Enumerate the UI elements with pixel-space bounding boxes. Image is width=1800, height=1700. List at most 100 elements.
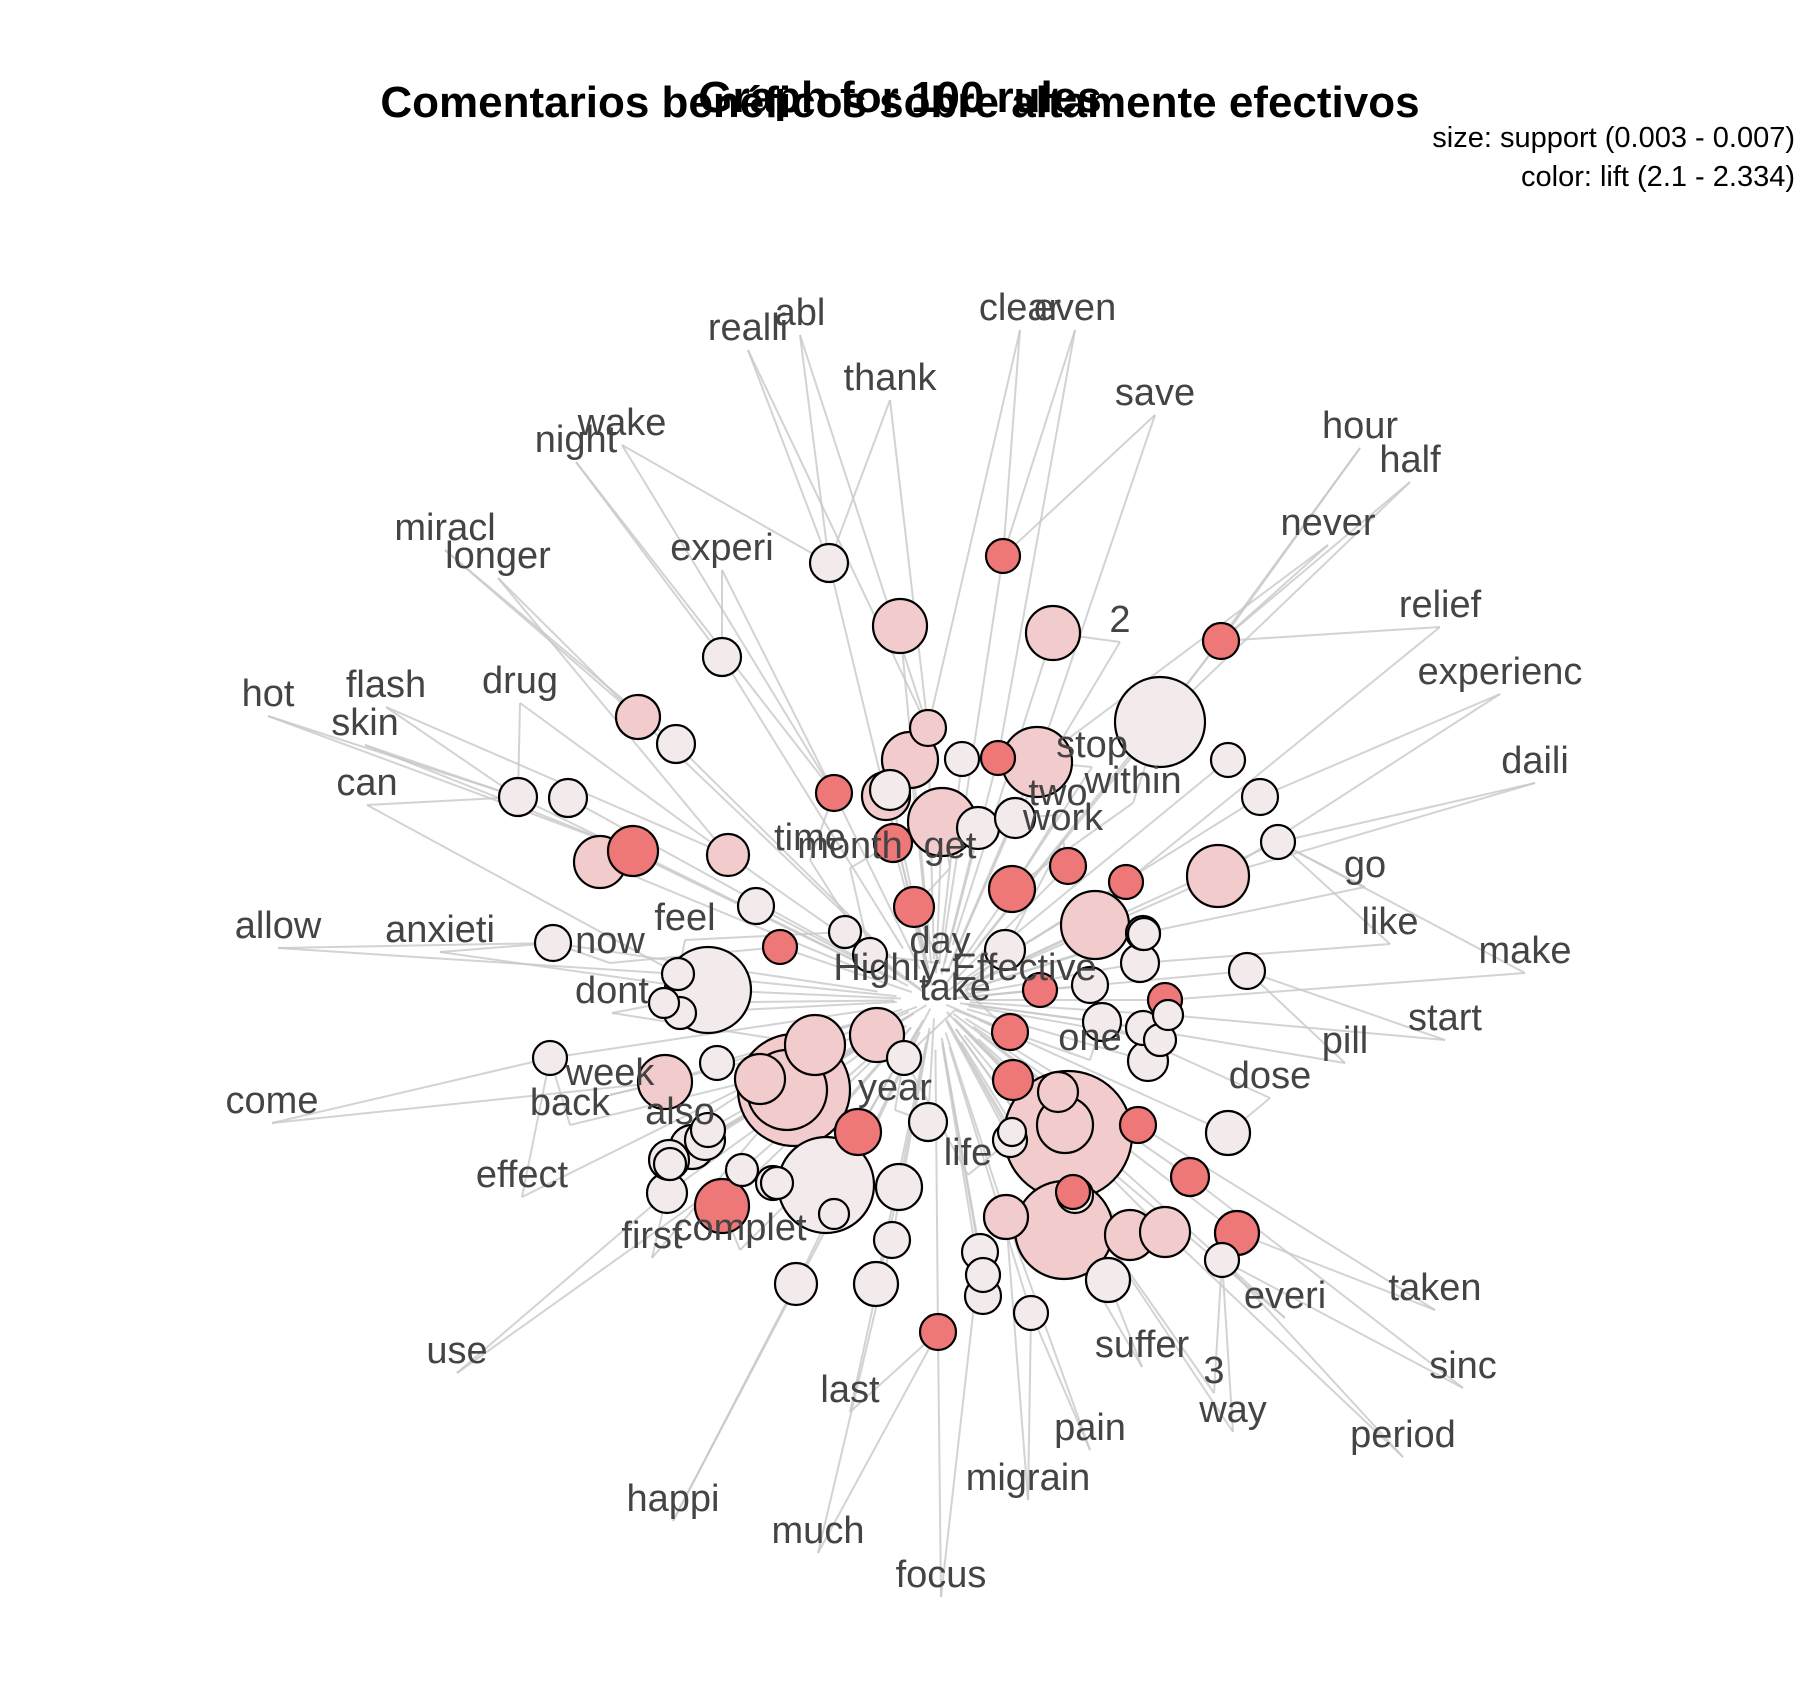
rule-edge: [951, 632, 1054, 946]
item-label-pain: pain: [1054, 1407, 1126, 1449]
item-label-sinc: sinc: [1429, 1345, 1497, 1387]
rule-node: [698, 1044, 736, 1082]
rule-node: [606, 824, 660, 878]
item-label-longer: longer: [445, 535, 551, 577]
rule-node: [759, 1165, 795, 1201]
item-label-dont: dont: [575, 970, 649, 1012]
item-edge: [672, 1213, 835, 1522]
rule-node: [701, 636, 743, 678]
item-edge: [1011, 802, 1134, 890]
item-label-time: time: [774, 817, 846, 859]
rule-node: [871, 597, 929, 655]
rule-edge: [779, 946, 913, 993]
item-label-make: make: [1479, 930, 1572, 972]
rule-node: [1036, 1070, 1080, 1114]
item-edge: [497, 577, 729, 856]
item-edge: [521, 1057, 551, 1198]
rule-node: [660, 956, 696, 992]
item-edge: [1036, 544, 1329, 763]
rule-node: [817, 1197, 851, 1231]
rule-node: [1054, 1173, 1092, 1211]
item-label-stop: stop: [1056, 724, 1128, 766]
item-label-much: much: [772, 1510, 865, 1552]
rule-node: [705, 832, 751, 878]
item-label-clear: clear: [979, 287, 1062, 329]
item-label-use: use: [426, 1330, 487, 1372]
item-edge: [277, 947, 679, 975]
item-edge: [799, 334, 929, 729]
item-label-even: even: [1034, 287, 1116, 329]
rule-node: [885, 1039, 923, 1077]
item-edge: [1221, 1259, 1464, 1389]
rule-edge: [954, 865, 1069, 981]
rule-node: [979, 739, 1017, 777]
item-label-also: also: [645, 1091, 715, 1133]
rule-node: [982, 1193, 1030, 1241]
rule-node: [1081, 1001, 1123, 1043]
item-label-back: back: [530, 1082, 611, 1124]
rule-node: [874, 1162, 924, 1212]
item-label-life: life: [944, 1132, 993, 1174]
item-label-start: start: [1408, 997, 1482, 1039]
rule-node: [868, 768, 912, 812]
rule-edge: [966, 1008, 1149, 1062]
rule-node: [1204, 1109, 1252, 1157]
rule-node: [990, 1012, 1030, 1052]
item-label-taken: taken: [1389, 1267, 1482, 1309]
rule-node: [647, 986, 681, 1020]
item-edge: [1125, 626, 1441, 883]
rule-node: [531, 1039, 569, 1077]
item-edge: [1142, 886, 1366, 934]
rule-node: [908, 708, 948, 748]
item-label-night: night: [535, 419, 618, 461]
rule-node: [1070, 965, 1110, 1005]
rule-node: [655, 723, 697, 765]
item-edge: [1005, 1216, 1091, 1451]
item-label-everi: everi: [1244, 1275, 1326, 1317]
rule-node: [1201, 621, 1241, 661]
item-label-get: get: [924, 825, 977, 867]
item-edge: [1217, 782, 1536, 877]
item-edge: [385, 706, 519, 798]
item-edge: [1036, 414, 1156, 763]
rule-node: [892, 885, 936, 929]
rule-node: [814, 773, 854, 813]
item-edge: [1005, 1216, 1029, 1501]
item-edge: [1221, 1259, 1404, 1458]
item-label-half: half: [1379, 439, 1441, 481]
item-label-never: never: [1280, 502, 1375, 544]
item-edge: [497, 577, 639, 718]
rule-node: [724, 1152, 760, 1188]
item-edge: [927, 329, 1021, 729]
item-label-within: within: [1083, 760, 1181, 802]
item-edge: [1159, 481, 1411, 723]
item-label-drug: drug: [482, 660, 558, 702]
item-label-allow: allow: [235, 905, 322, 947]
rule-node: [547, 777, 589, 819]
rule-node: [1138, 1205, 1192, 1259]
item-label-period: period: [1350, 1414, 1456, 1456]
item-label-flash: flash: [346, 664, 426, 706]
rule-node: [693, 1177, 751, 1235]
item-edge: [439, 951, 709, 991]
item-label-way: way: [1198, 1389, 1267, 1431]
rule-edge: [967, 721, 1161, 959]
item-label-year: year: [858, 1067, 932, 1109]
item-edge: [799, 334, 830, 564]
rule-edge: [943, 757, 999, 964]
rule-node: [1169, 1156, 1211, 1198]
item-edge: [1246, 970, 1346, 1064]
item-label-go: go: [1344, 844, 1386, 886]
item-label-relief: relief: [1399, 584, 1482, 626]
rule-edge: [946, 817, 1016, 974]
rule-edge: [833, 792, 921, 970]
item-edge: [1002, 414, 1156, 557]
rule-node: [991, 1058, 1035, 1102]
item-edge: [1220, 544, 1329, 642]
item-label-experienc: experienc: [1418, 651, 1583, 693]
item-label-now: now: [575, 920, 645, 962]
rule-edge: [909, 759, 933, 965]
item-edge: [1139, 943, 1391, 964]
item-edge: [1002, 329, 1076, 557]
item-edge: [1277, 782, 1536, 843]
